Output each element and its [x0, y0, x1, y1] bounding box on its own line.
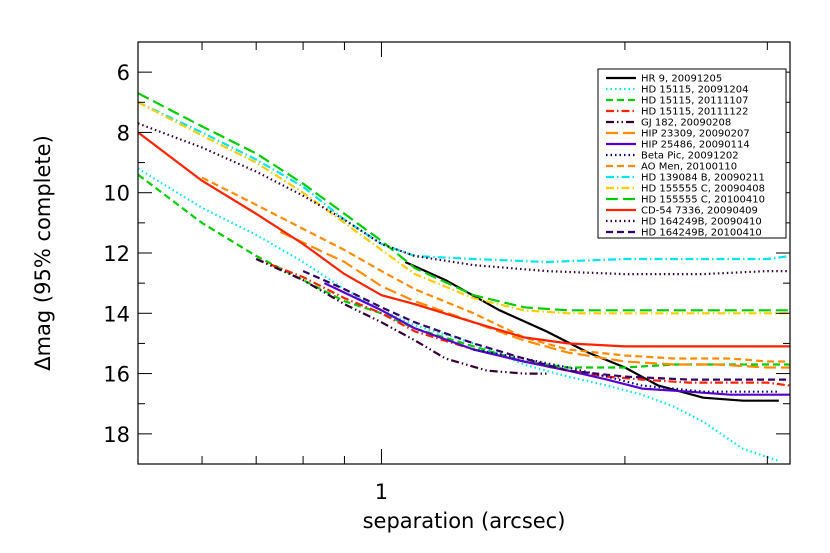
legend-label-7: HIP 25486, 20090114 — [641, 140, 750, 151]
y-tick-label: 10 — [103, 182, 130, 206]
legend-label-3: HD 15115, 20111107 — [641, 96, 748, 107]
legend-label-4: HD 15115, 20111122 — [641, 107, 748, 118]
series-line-13 — [137, 131, 790, 348]
series-line-7 — [323, 282, 790, 396]
y-axis-label: Δmag (95% complete) — [31, 135, 55, 371]
y-tick-label: 16 — [103, 363, 130, 387]
series-line-5 — [255, 257, 547, 375]
y-tick-label: 6 — [117, 61, 130, 85]
legend-label-15: HD 164249B, 20100410 — [641, 228, 762, 239]
legend-label-9: AO Men, 20100110 — [641, 162, 737, 173]
legend-label-1: HR 9, 20091205 — [641, 74, 722, 85]
series-line-9 — [201, 176, 790, 363]
series-line-11 — [137, 101, 790, 315]
x-tick-label: 1 — [375, 480, 388, 504]
tick-label-layer: 6 8 10 12 14 16 18 1 — [103, 61, 388, 504]
legend-label-8: Beta Pic, 20091202 — [641, 151, 739, 162]
legend-label-2: HD 15115, 20091204 — [641, 85, 748, 96]
y-tick-label: 14 — [103, 302, 130, 326]
x-axis-label: separation (arcsec) — [363, 509, 566, 533]
legend-label-12: HD 155555 C, 20100410 — [641, 195, 765, 206]
y-tick-label: 18 — [103, 423, 130, 447]
legend-label-10: HD 139084 B, 20090211 — [641, 173, 765, 184]
legend-label-14: HD 164249B, 20090410 — [641, 217, 762, 228]
y-tick-label: 12 — [103, 242, 130, 266]
series-line-6 — [279, 230, 790, 369]
y-tick-label: 8 — [117, 121, 130, 145]
series-line-10 — [137, 101, 791, 264]
series-layer — [137, 92, 791, 463]
ticks-layer — [137, 41, 790, 465]
series-line-2 — [137, 167, 780, 463]
series-line-12 — [137, 92, 790, 312]
series-line-15 — [302, 270, 790, 381]
legend-label-6: HIP 23309, 20090207 — [641, 129, 750, 140]
legend-label-11: HD 155555 C, 20090408 — [641, 184, 765, 195]
legend-label-13: CD-54 7336, 20090409 — [641, 206, 758, 217]
legend-label-5: GJ 182, 20090208 — [641, 118, 731, 129]
series-line-8 — [473, 348, 779, 393]
